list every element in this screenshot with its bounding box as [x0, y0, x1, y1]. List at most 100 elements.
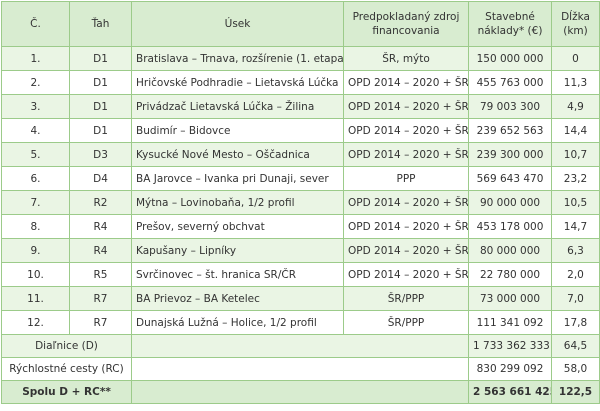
cell: 9. — [1, 238, 70, 263]
cell: BA Jarovce – Ivanka pri Dunaji, sever — [131, 166, 344, 191]
cell: OPD 2014 – 2020 + ŠR — [343, 94, 469, 119]
cell: Privádzač Lietavská Lúčka – Žilina — [131, 94, 344, 119]
cell: 6. — [1, 166, 70, 191]
cell: 239 300 000 — [468, 142, 552, 167]
cell: 17,8 — [551, 310, 600, 335]
header-row: Č. Ťah Úsek Predpokladaný zdroj financovani… — [1, 1, 600, 47]
table-row: 1. D1 Bratislava – Trnava, rozšírenie (1. … — [1, 46, 600, 71]
table-row: 10. R5 Svrčinovec – št. hranica SR/ČR OPD 2… — [1, 262, 600, 287]
table-row: 5. D3 Kysucké Nové Mesto – Oščadnica OPD 20… — [1, 142, 600, 167]
cell: R2 — [69, 190, 132, 215]
header-cell: Stavebné náklady* (€) — [468, 1, 552, 47]
cell: 0 — [551, 46, 600, 71]
table-row: 3. D1 Privádzač Lietavská Lúčka – Žilina OP… — [1, 94, 600, 119]
header-cell: Úsek — [131, 1, 344, 47]
cell: Bratislava – Trnava, rozšírenie (1. etap… — [131, 46, 344, 71]
cell: Budimír – Bidovce — [131, 118, 344, 143]
cell: D1 — [69, 94, 132, 119]
cell: 4. — [1, 118, 70, 143]
header-cell: Ťah — [69, 1, 132, 47]
cell: R4 — [69, 238, 132, 263]
cell: 11. — [1, 286, 70, 311]
cell: 7. — [1, 190, 70, 215]
cell: ŠR, mýto — [343, 46, 469, 71]
cell: 11,3 — [551, 70, 600, 95]
cell: OPD 2014 – 2020 + ŠR — [343, 190, 469, 215]
cell: 14,7 — [551, 214, 600, 239]
summary-length: 64,5 — [551, 334, 600, 358]
empty-cell — [131, 334, 469, 358]
summary-label: Rýchlostné cesty (RC) — [1, 357, 132, 381]
table-row: 8. R4 Prešov, severný obchvat OPD 2014 – 20… — [1, 214, 600, 239]
cell: OPD 2014 – 2020 + ŠR — [343, 238, 469, 263]
cell: D3 — [69, 142, 132, 167]
cell: OPD 2014 – 2020 + ŠR — [343, 214, 469, 239]
cell: D1 — [69, 118, 132, 143]
summary-cost: 2 563 661 425 — [468, 380, 552, 404]
cell: 10,7 — [551, 142, 600, 167]
table-row: 11. R7 BA Prievoz – BA Ketelec ŠR/PPP 73 000… — [1, 286, 600, 311]
table-row: 4. D1 Budimír – Bidovce OPD 2014 – 2020 + Š… — [1, 118, 600, 143]
cell: 6,3 — [551, 238, 600, 263]
cell: Prešov, severný obchvat — [131, 214, 344, 239]
cell: Hričovské Podhradie – Lietavská Lúčka — [131, 70, 344, 95]
cell: 569 643 470 — [468, 166, 552, 191]
cell: R4 — [69, 214, 132, 239]
cell: R5 — [69, 262, 132, 287]
summary-label: Diaľnice (D) — [1, 334, 132, 358]
cell: 10. — [1, 262, 70, 287]
cell: 79 003 300 — [468, 94, 552, 119]
summary-row: Spolu D + RC** 2 563 661 425 122,5 — [1, 380, 600, 404]
cell: 5. — [1, 142, 70, 167]
cell: D1 — [69, 46, 132, 71]
empty-cell — [131, 380, 469, 404]
cell: 2,0 — [551, 262, 600, 287]
cell: 10,5 — [551, 190, 600, 215]
header-cell: Predpokladaný zdroj financovania — [343, 1, 469, 47]
summary-length: 58,0 — [551, 357, 600, 381]
cell: D4 — [69, 166, 132, 191]
cell: 1. — [1, 46, 70, 71]
cell: R7 — [69, 310, 132, 335]
cell: 7,0 — [551, 286, 600, 311]
cell: D1 — [69, 70, 132, 95]
cell: 150 000 000 — [468, 46, 552, 71]
cell: OPD 2014 – 2020 + ŠR — [343, 70, 469, 95]
cell: 8. — [1, 214, 70, 239]
cell: PPP — [343, 166, 469, 191]
cell: OPD 2014 – 2020 + ŠR — [343, 118, 469, 143]
cell: 455 763 000 — [468, 70, 552, 95]
cell: 23,2 — [551, 166, 600, 191]
table-row: 12. R7 Dunajská Lužná – Holice, 1/2 profil… — [1, 310, 600, 335]
cell: OPD 2014 – 2020 + ŠR — [343, 262, 469, 287]
cell: OPD 2014 – 2020 + ŠR — [343, 142, 469, 167]
cell: Kysucké Nové Mesto – Oščadnica — [131, 142, 344, 167]
cell: 239 652 563 — [468, 118, 552, 143]
table-body: 1. D1 Bratislava – Trnava, rozšírenie (1. … — [1, 46, 600, 404]
cell: 3. — [1, 94, 70, 119]
cell: 90 000 000 — [468, 190, 552, 215]
empty-cell — [131, 357, 469, 381]
cell: Svrčinovec – št. hranica SR/ČR — [131, 262, 344, 287]
header-cell: Č. — [1, 1, 70, 47]
table-row: 6. D4 BA Jarovce – Ivanka pri Dunaji, seve… — [1, 166, 600, 191]
cell: 73 000 000 — [468, 286, 552, 311]
data-table: Č. Ťah Úsek Predpokladaný zdroj financovani… — [1, 1, 600, 404]
cell: 12. — [1, 310, 70, 335]
cell: 14,4 — [551, 118, 600, 143]
summary-row: Rýchlostné cesty (RC) 830 299 092 58,0 — [1, 357, 600, 381]
cell: 453 178 000 — [468, 214, 552, 239]
cell: 2. — [1, 70, 70, 95]
cell: BA Prievoz – BA Ketelec — [131, 286, 344, 311]
summary-cost: 830 299 092 — [468, 357, 552, 381]
header-cell: Dĺžka (km) — [551, 1, 600, 47]
cell: ŠR/PPP — [343, 310, 469, 335]
cell: ŠR/PPP — [343, 286, 469, 311]
cell: R7 — [69, 286, 132, 311]
cell: 111 341 092 — [468, 310, 552, 335]
cell: 4,9 — [551, 94, 600, 119]
summary-length: 122,5 — [551, 380, 600, 404]
table-row: 9. R4 Kapušany – Lipníky OPD 2014 – 2020 + … — [1, 238, 600, 263]
table-row: 7. R2 Mýtna – Lovinobaňa, 1/2 profil OPD 20… — [1, 190, 600, 215]
cell: Dunajská Lužná – Holice, 1/2 profil — [131, 310, 344, 335]
